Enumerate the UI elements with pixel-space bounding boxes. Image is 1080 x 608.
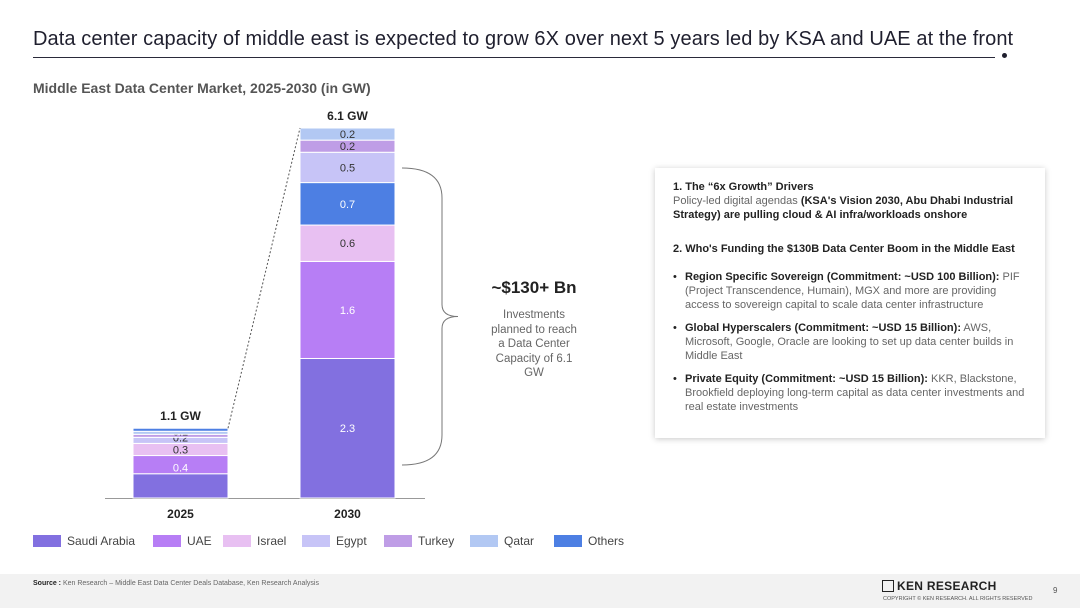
legend-item: Others	[554, 534, 624, 548]
bar-segment	[299, 224, 396, 262]
legend-item: Saudi Arabia	[33, 534, 135, 548]
chart-subtitle: Middle East Data Center Market, 2025-203…	[33, 80, 371, 96]
bar-segment	[299, 127, 396, 141]
total-label: 1.1 GW	[160, 409, 201, 423]
funding-item-text: AWS, Microsoft, Google, Oracle are looki…	[685, 322, 1014, 362]
source-note: Source : Ken Research – Middle East Data…	[33, 580, 319, 587]
funding-item-text: KKR, Blackstone, Brookfield deploying lo…	[685, 373, 1025, 413]
investment-line: planned to reach	[491, 323, 577, 336]
title-divider	[33, 57, 995, 58]
x-tick-label: 2030	[334, 507, 361, 521]
investment-callout: ~$130+ Bn Investments planned to reach a…	[480, 278, 588, 381]
data-label: 0.2	[340, 141, 355, 153]
source-text: Ken Research – Middle East Data Center D…	[61, 580, 319, 587]
total-label: 6.1 GW	[327, 109, 368, 123]
data-label: 0.3	[173, 445, 188, 457]
insights-panel: 1. The “6x Growth” Drivers Policy-led di…	[655, 168, 1045, 438]
page-title: Data center capacity of middle east is e…	[33, 28, 1014, 50]
title-dot	[1002, 53, 1007, 58]
bar-segment	[132, 427, 229, 432]
investment-description: Investments planned to reach a Data Cent…	[480, 308, 588, 381]
funding-item-title: Private Equity (Commitment: ~USD 15 Bill…	[685, 373, 928, 385]
stacked-bar-chart: 0.40.30.20.11.1 GW20252.31.60.60.70.50.2…	[105, 109, 459, 521]
section-2-heading: 2. Who's Funding the $130B Data Center B…	[673, 243, 1015, 255]
legend-label: UAE	[187, 534, 212, 548]
data-label: 0.2	[340, 129, 355, 141]
copyright: COPYRIGHT © KEN RESEARCH. ALL RIGHTS RES…	[883, 596, 1033, 602]
legend-item: Israel	[223, 534, 286, 548]
funding-item: Private Equity (Commitment: ~USD 15 Bill…	[673, 372, 1029, 414]
legend-item: Turkey	[384, 534, 454, 548]
investment-line: a Data Center	[498, 338, 570, 350]
section-1-heading: 1. The “6x Growth” Drivers	[673, 181, 814, 193]
legend-label: Qatar	[504, 534, 535, 548]
section-1-text-plain: Policy-led digital agendas	[673, 195, 801, 207]
legend-swatch	[384, 535, 412, 547]
bar-segment	[132, 473, 229, 499]
section-1-text: Policy-led digital agendas (KSA's Vision…	[673, 194, 1029, 222]
investment-amount: ~$130+ Bn	[491, 278, 577, 297]
data-label: 1.6	[340, 305, 355, 317]
investment-line: Capacity of 6.1	[495, 352, 573, 365]
funding-item: Global Hyperscalers (Commitment: ~USD 15…	[673, 321, 1029, 363]
legend-label: Israel	[257, 534, 287, 548]
legend-label: Egypt	[336, 534, 367, 548]
data-label: 0.5	[340, 162, 355, 174]
legend-swatch	[554, 535, 582, 547]
ken-research-logo: KEN RESEARCH	[882, 579, 997, 593]
legend-item: Qatar	[470, 534, 534, 548]
legend-label: Saudi Arabia	[67, 534, 136, 548]
page-number: 9	[1053, 586, 1058, 595]
logo-text: KEN RESEARCH	[897, 579, 997, 593]
data-label: 0.4	[173, 463, 188, 475]
legend-item: UAE	[153, 534, 212, 548]
legend-swatch	[33, 535, 61, 547]
funding-item-title: Region Specific Sovereign (Commitment: ~…	[685, 271, 1000, 283]
legend-swatch	[223, 535, 251, 547]
legend-item: Egypt	[302, 534, 367, 548]
funding-item-title: Global Hyperscalers (Commitment: ~USD 15…	[685, 322, 961, 334]
x-tick-label: 2025	[167, 507, 194, 521]
funding-list: Region Specific Sovereign (Commitment: ~…	[673, 270, 1029, 414]
legend-label: Others	[588, 534, 625, 548]
data-label: 2.3	[340, 423, 355, 435]
legend-swatch	[470, 535, 498, 547]
bar-segment	[299, 151, 396, 184]
section-1-text-bold: (KSA's Vision 2030, Abu Dhabi Industrial…	[673, 195, 1014, 221]
data-label: 0.6	[340, 238, 355, 250]
data-label: 0.7	[340, 199, 355, 211]
logo-mark-icon	[882, 580, 894, 592]
legend-swatch	[153, 535, 181, 547]
bar-segment	[299, 182, 396, 226]
investment-line: Investments	[503, 309, 565, 321]
investment-line: GW	[524, 367, 544, 379]
funding-item: Region Specific Sovereign (Commitment: ~…	[673, 270, 1029, 312]
legend-label: Turkey	[418, 534, 455, 548]
funding-item-text: PIF (Project Transcendence, Humain), MGX…	[685, 271, 1020, 311]
page-footer: Source : Ken Research – Middle East Data…	[0, 574, 1080, 608]
source-label: Source :	[33, 580, 62, 587]
bar-segment	[299, 357, 396, 499]
growth-connector	[227, 127, 301, 429]
investment-brace	[401, 167, 459, 466]
legend-swatch	[302, 535, 330, 547]
